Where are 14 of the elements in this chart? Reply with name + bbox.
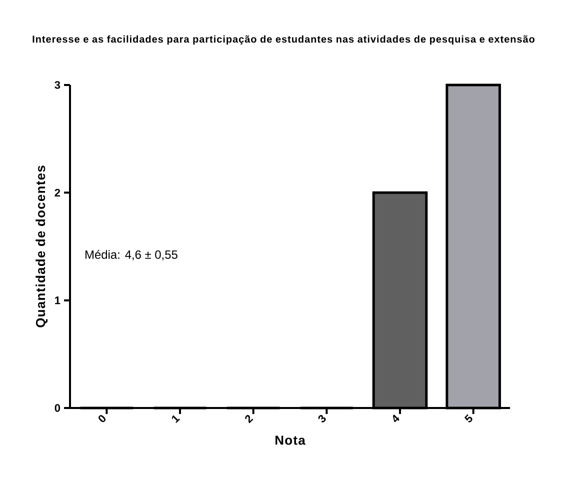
x-axis-title: Nota <box>276 436 306 445</box>
y-tick-label: 1 <box>55 296 60 304</box>
x-tick-label: 0 <box>98 415 106 422</box>
x-tick-label: 5 <box>464 414 472 422</box>
x-tick-label: 1 <box>172 415 180 423</box>
y-axis-title: Quantidade de docentes <box>36 166 48 328</box>
x-tick-label: 4 <box>392 414 400 422</box>
x-tick-label: 3 <box>318 414 326 422</box>
annotation: Média: 4,6 ± 0,55 <box>86 250 178 260</box>
y-tick-label: 0 <box>54 404 60 412</box>
y-tick-label: 2 <box>54 188 60 196</box>
y-tick-label: 3 <box>54 81 60 89</box>
x-tick-label: 2 <box>245 415 254 424</box>
chart-title: Interesse e as facilidades para participação de estudantes nas atividades de pesquisa e extensão <box>32 35 534 45</box>
